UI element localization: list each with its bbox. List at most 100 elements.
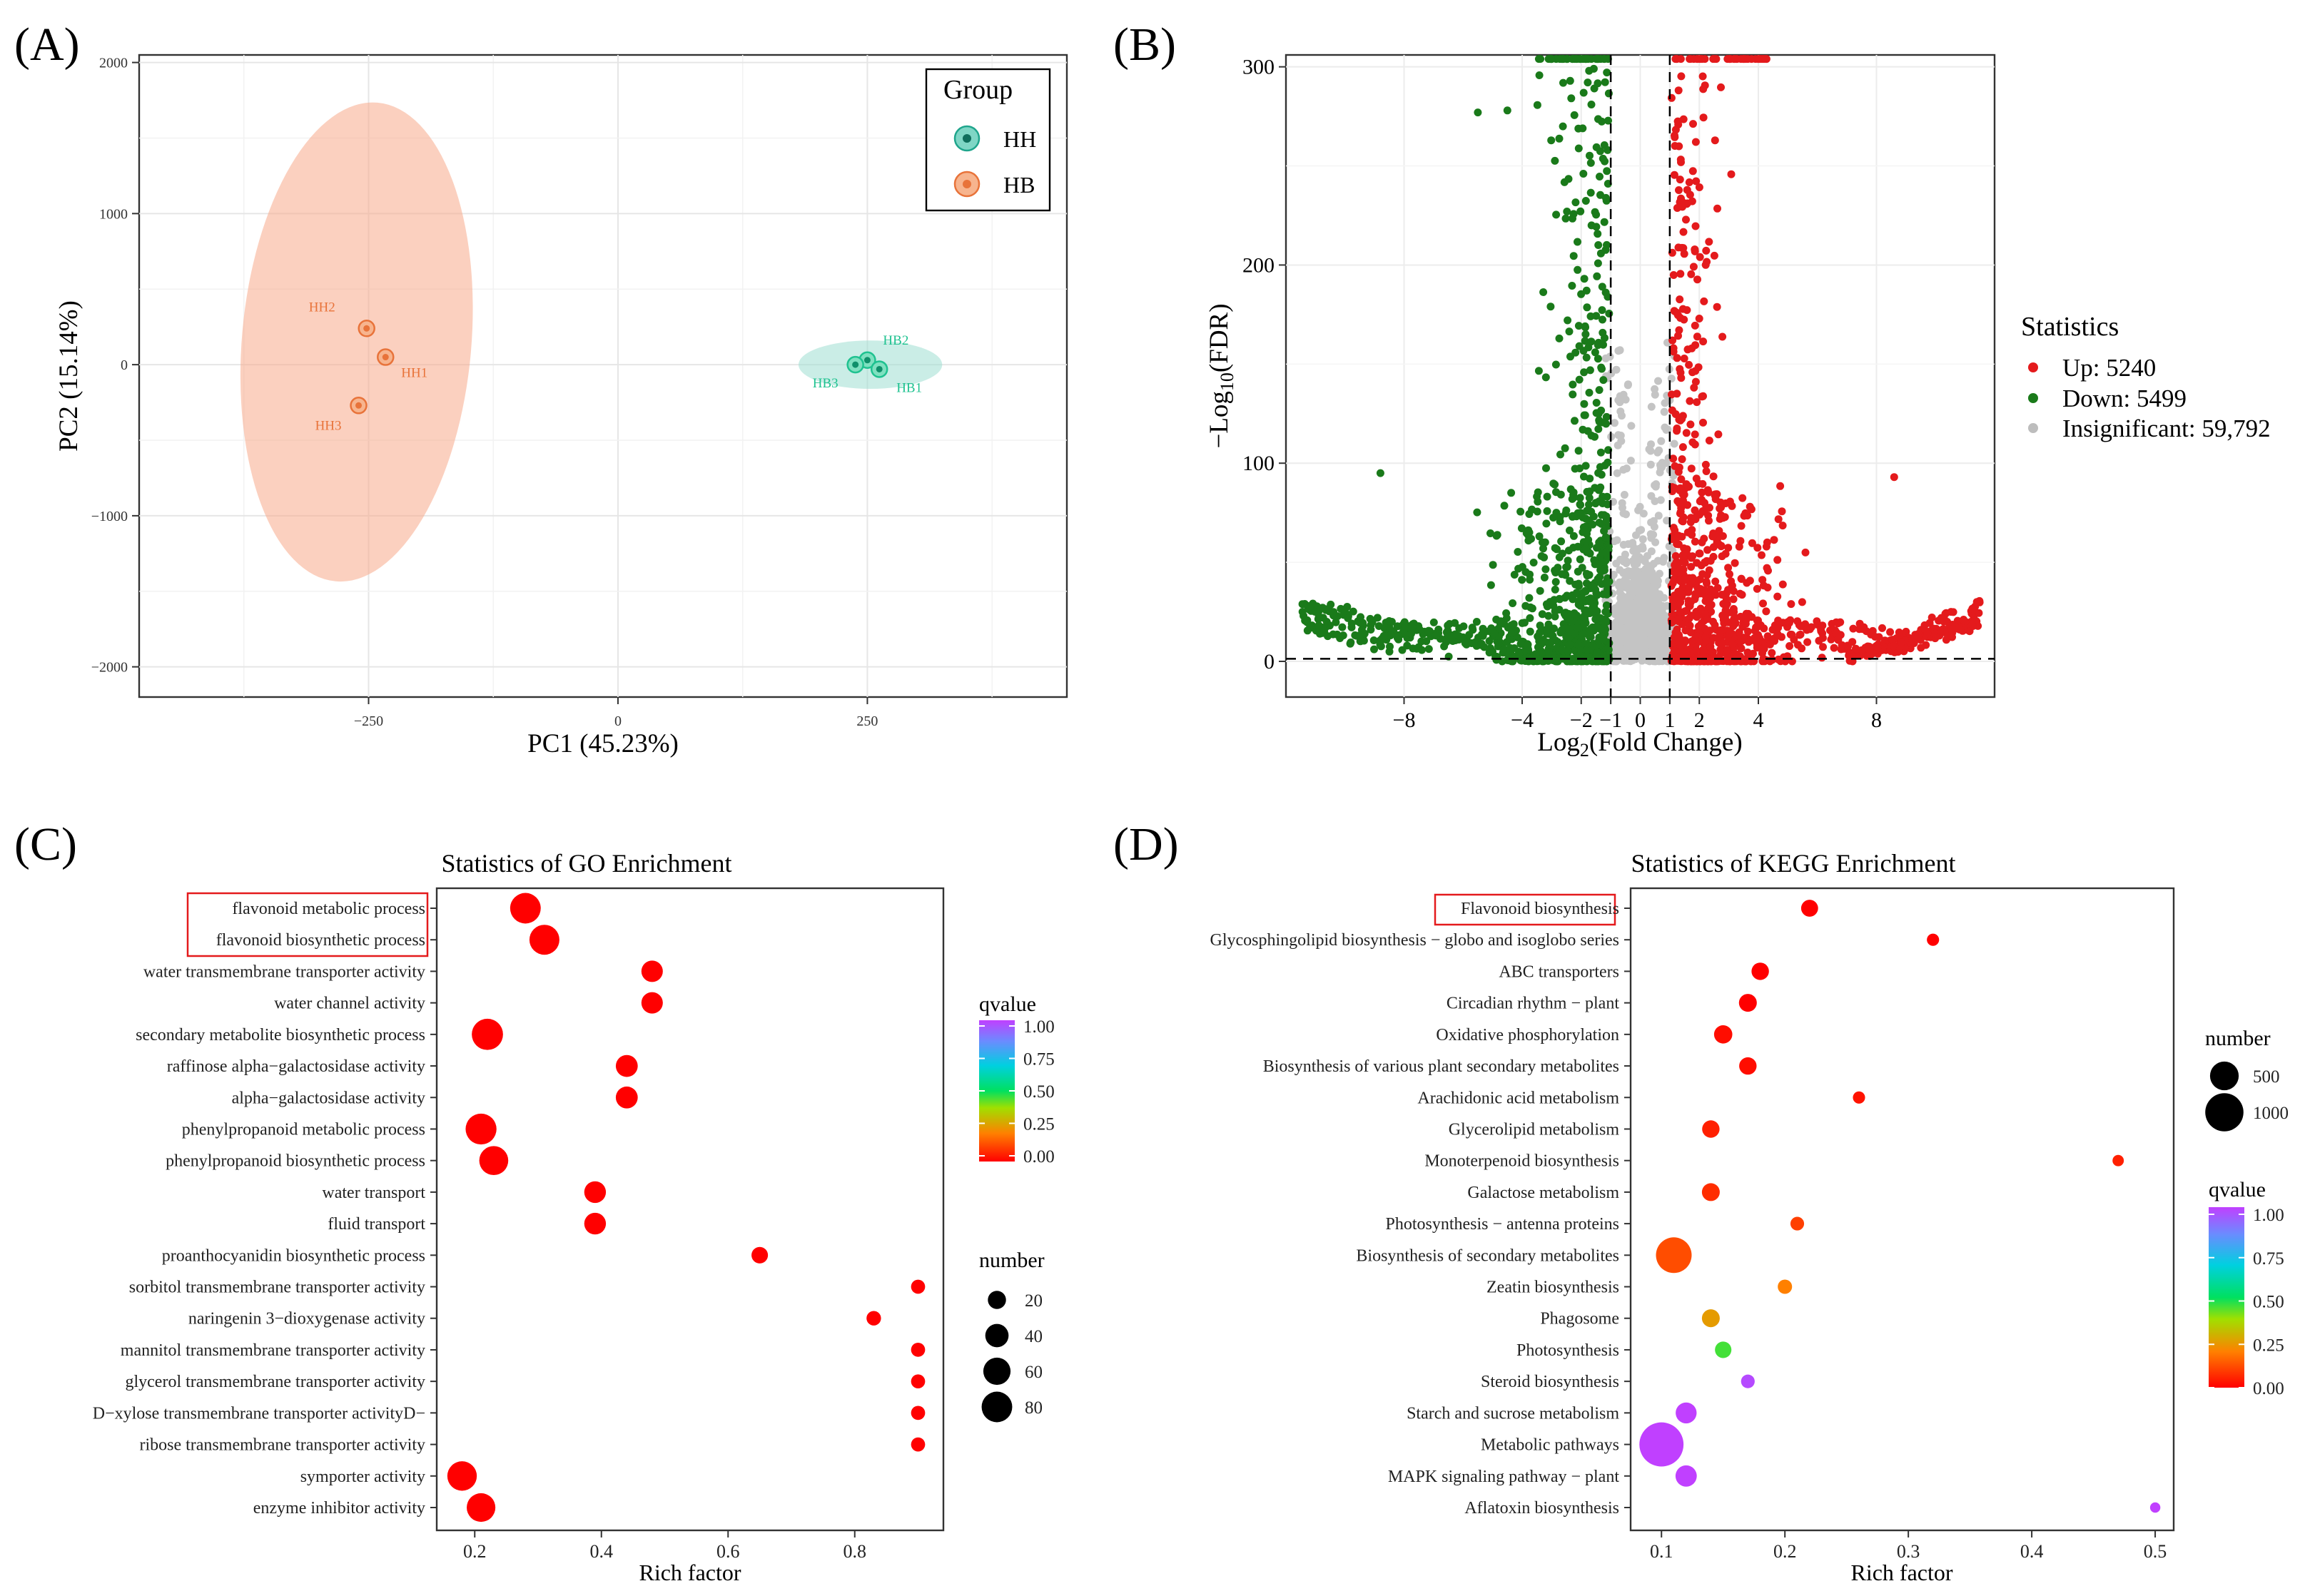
term-point — [472, 1018, 503, 1050]
term-label: alpha−galactosidase activity — [232, 1089, 425, 1107]
data-point-up — [1678, 589, 1686, 598]
data-point-up — [1937, 627, 1945, 636]
data-point-down — [1526, 627, 1534, 636]
data-point-up — [1860, 623, 1868, 631]
data-point-up — [1763, 632, 1772, 641]
data-point-down — [1592, 589, 1601, 598]
term-point — [1701, 1183, 1720, 1201]
sample-point-center — [876, 365, 883, 372]
data-point-up — [1785, 642, 1794, 650]
data-point-down — [1553, 545, 1561, 554]
panel-d-plot-area — [1629, 887, 2175, 1532]
data-point-up — [1753, 644, 1761, 652]
data-point-down — [1451, 619, 1459, 627]
data-point-up — [1968, 604, 1977, 613]
data-point-down — [1300, 611, 1308, 620]
data-point-down — [1602, 196, 1611, 205]
term-label: Arachidonic acid metabolism — [1417, 1089, 1619, 1107]
sample-point-center — [382, 354, 389, 361]
data-point-down — [1500, 502, 1509, 510]
data-point-up — [1668, 579, 1677, 587]
data-point-down — [1485, 637, 1494, 645]
data-point-down — [1541, 373, 1550, 382]
data-point-insignificant — [1647, 633, 1656, 641]
data-point-down — [1589, 520, 1597, 529]
data-point-down — [1327, 600, 1335, 609]
term-label: Phagosome — [1540, 1310, 1619, 1328]
data-point-up — [1671, 526, 1679, 534]
data-point-up — [1890, 642, 1898, 651]
data-point-down — [1574, 542, 1582, 551]
data-point-insignificant — [1649, 575, 1657, 584]
sample-label: HB1 — [896, 380, 922, 395]
x-tick-label: 8 — [1871, 708, 1882, 732]
data-point-down — [1600, 624, 1609, 632]
term-point — [1778, 1279, 1793, 1294]
data-point-down — [1526, 576, 1534, 584]
data-point-down — [1581, 337, 1589, 345]
data-point-insignificant — [1607, 369, 1616, 377]
data-point-up — [1680, 576, 1688, 584]
data-point-down — [1569, 252, 1578, 260]
data-point-down — [1586, 366, 1594, 375]
data-point-down — [1565, 634, 1574, 642]
data-point-down — [1518, 563, 1526, 571]
data-point-up — [1748, 539, 1756, 547]
data-point-up — [1696, 656, 1704, 665]
data-point-up — [1691, 138, 1700, 146]
panel-c: (C) Statistics of GO Enrichment flavonoi… — [14, 818, 1055, 1585]
data-point-up — [1682, 650, 1691, 659]
data-point-down — [1598, 306, 1606, 315]
data-point-insignificant — [1618, 591, 1626, 599]
x-tick-label: −4 — [1511, 708, 1534, 732]
data-point-down — [1526, 614, 1534, 622]
data-point-up — [1701, 460, 1710, 469]
data-point-down — [1570, 111, 1579, 119]
data-point-up — [1674, 86, 1683, 95]
data-point-up — [1691, 537, 1699, 546]
data-point-down — [1556, 490, 1565, 499]
term-point — [615, 1086, 638, 1109]
data-point-down — [1309, 599, 1317, 608]
data-point-up — [1676, 484, 1685, 492]
panel-b-legend: Statistics Up: 5240 Down: 5499 Insignifi… — [2021, 312, 2271, 442]
panel-b-threshold-lines — [1286, 55, 1995, 697]
data-point-insignificant — [1660, 407, 1668, 416]
x-tick-label: 0.1 — [1650, 1541, 1673, 1562]
term-point — [641, 960, 663, 982]
data-point-up — [1703, 579, 1711, 587]
data-point-down — [1592, 399, 1601, 407]
panel-a-confidence-ellipses — [240, 102, 943, 582]
data-point-up — [1698, 72, 1707, 81]
data-point-up — [1774, 624, 1783, 632]
data-point-insignificant — [1625, 592, 1633, 601]
data-point-up — [1693, 275, 1701, 284]
size-legend-label: 1000 — [2253, 1104, 2289, 1123]
data-point-down — [1574, 600, 1583, 609]
data-point-down — [1603, 240, 1611, 249]
data-point-down — [1574, 641, 1583, 649]
data-point-down — [1599, 315, 1606, 324]
data-point-up — [1691, 377, 1700, 386]
data-point-up — [1764, 566, 1772, 575]
data-point-up — [1738, 494, 1747, 502]
panel-b-xlabel: Log2(Fold Change) — [1537, 728, 1742, 761]
data-point-up — [1711, 621, 1719, 629]
data-point-down — [1356, 631, 1364, 639]
data-point-up — [1955, 624, 1963, 633]
data-point-up — [1886, 628, 1895, 636]
data-point-down — [1376, 636, 1384, 645]
data-point-down — [1533, 101, 1541, 109]
term-point — [510, 893, 541, 924]
data-point-down — [1561, 571, 1570, 579]
term-label: Monoterpenoid biosynthesis — [1424, 1152, 1619, 1171]
data-point-down — [1387, 618, 1396, 626]
data-point-down — [1538, 610, 1546, 619]
data-point-up — [1828, 619, 1836, 628]
data-point-insignificant — [1638, 607, 1646, 616]
data-point-down — [1585, 494, 1594, 502]
data-point-down — [1539, 288, 1548, 296]
data-point-down — [1464, 638, 1472, 646]
data-point-down — [1572, 55, 1581, 63]
data-point-down — [1477, 639, 1486, 648]
